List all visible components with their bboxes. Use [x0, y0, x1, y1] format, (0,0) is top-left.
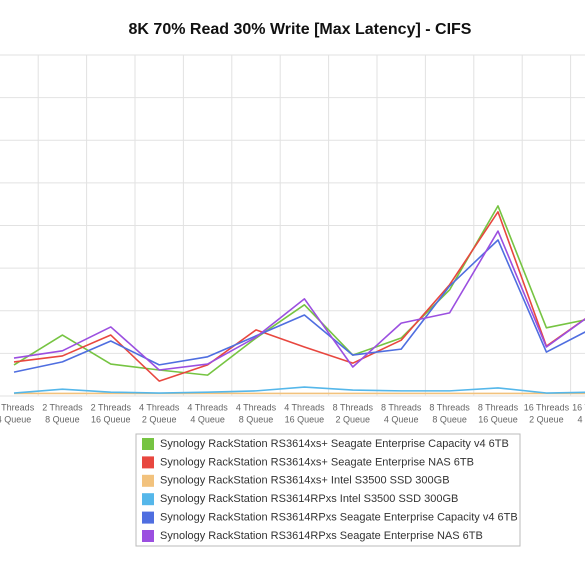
- legend-label: Synology RackStation RS3614xs+ Seagate E…: [160, 438, 509, 450]
- x-tick-label: 4 Queue: [0, 414, 31, 424]
- legend-label: Synology RackStation RS3614RPxs Intel S3…: [160, 493, 458, 505]
- x-tick-label: 2 Queue: [336, 414, 371, 424]
- x-tick-label: 4 Threads: [236, 402, 277, 412]
- series-line: [13, 230, 585, 371]
- legend-swatch: [142, 493, 154, 506]
- legend-swatch: [142, 438, 154, 450]
- x-tick-label: 8 Threads: [429, 402, 470, 412]
- legend-box: [135, 433, 521, 547]
- series-line: [13, 205, 585, 376]
- x-tick-label: 8 Threads: [333, 402, 374, 412]
- x-tick-label: 8 Queue: [45, 414, 80, 424]
- x-tick-label: 2 Threads: [42, 402, 83, 412]
- x-tick-label: 8 Threads: [478, 402, 519, 412]
- x-tick-label: 2 Queue: [142, 414, 177, 424]
- x-tick-label: 8 Queue: [432, 414, 467, 424]
- x-tick-label: 4 Threads: [284, 402, 325, 412]
- x-tick-label: 16 Threads: [572, 402, 585, 412]
- legend-swatch: [142, 511, 154, 524]
- legend-label: Synology RackStation RS3614RPxs Seagate …: [160, 530, 483, 542]
- legend-swatch: [142, 530, 154, 542]
- x-tick-label: 16 Queue: [478, 414, 518, 424]
- x-tick-label: 16 Threads: [524, 402, 570, 412]
- x-tick-label: 8 Threads: [381, 402, 422, 412]
- legend-label: Synology RackStation RS3614xs+ Seagate E…: [160, 456, 474, 468]
- x-tick-label: 2 Threads: [0, 402, 35, 412]
- legend-swatch: [142, 474, 154, 487]
- x-tick-label: 2 Queue: [529, 414, 564, 424]
- x-tick-label: 4 Threads: [187, 402, 228, 412]
- x-tick-label: 4 Queue: [578, 414, 585, 424]
- x-tick-label: 2 Threads: [91, 402, 132, 412]
- legend-label: Synology RackStation RS3614RPxs Seagate …: [160, 512, 518, 524]
- series-line: [13, 386, 585, 394]
- chart-title: 8K 70% Read 30% Write [Max Latency] - CI…: [129, 21, 472, 38]
- legend-swatch: [142, 456, 154, 469]
- x-tick-label: 4 Queue: [384, 414, 419, 424]
- x-tick-label: 4 Queue: [190, 414, 225, 424]
- x-tick-label: 16 Queue: [285, 414, 325, 424]
- legend-label: Synology RackStation RS3614xs+ Intel S35…: [160, 475, 450, 487]
- x-tick-label: 8 Queue: [239, 414, 274, 424]
- series-line: [13, 239, 585, 373]
- series-line: [13, 211, 585, 382]
- x-tick-label: 16 Queue: [91, 414, 131, 424]
- x-tick-label: 4 Threads: [139, 402, 180, 412]
